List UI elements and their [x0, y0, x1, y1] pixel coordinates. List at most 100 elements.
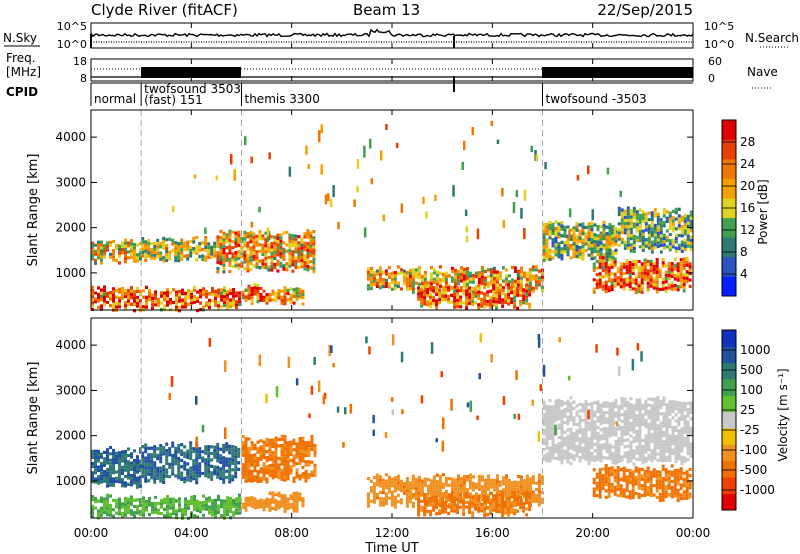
scatter-cell [656, 405, 660, 409]
scatter-cell [141, 254, 145, 258]
scatter-cell [513, 508, 517, 512]
scatter-cell [130, 455, 133, 459]
scatter-cell [121, 296, 124, 300]
scatter-cell [474, 507, 478, 511]
scatter-cell [671, 403, 675, 407]
scatter-cell [649, 275, 653, 279]
scatter-cell [309, 266, 313, 270]
scatter-cell [106, 461, 109, 465]
scatter-cell [689, 248, 693, 252]
scatter-cell [572, 441, 576, 445]
scatter-cell [656, 399, 660, 403]
scatter-cell [187, 292, 190, 296]
scatter-cell [139, 241, 142, 245]
scatter-cell [291, 256, 295, 260]
scatter-cell [632, 426, 636, 431]
scatter-cell [127, 299, 130, 303]
scatter-cell [468, 495, 472, 499]
scatter-cell [587, 244, 591, 248]
scatter-cell [634, 284, 638, 288]
scatter-cell [303, 264, 307, 268]
scatter-cell [216, 446, 220, 450]
scatter-cell [435, 273, 439, 277]
scatter-cell [186, 462, 190, 466]
scatter-cell [465, 500, 469, 504]
scatter-cell [286, 291, 290, 296]
scatter-cell [611, 417, 615, 421]
scatter-cell [525, 298, 529, 302]
scatter-cell [233, 169, 236, 181]
scatter-cell [513, 487, 517, 491]
scatter-cell [653, 236, 657, 240]
scatter-cell [614, 442, 618, 446]
scatter-cell [288, 255, 292, 259]
scatter-cell [634, 262, 638, 266]
scatter-cell [204, 249, 208, 253]
scatter-cell [641, 242, 645, 246]
scatter-cell [610, 486, 614, 490]
scatter-cell [605, 420, 609, 424]
scatter-cell [271, 497, 275, 501]
scatter-cell [220, 499, 223, 503]
scatter-cell [422, 196, 425, 205]
scatter-cell [489, 268, 493, 271]
scatter-cell [613, 260, 617, 264]
scatter-cell [250, 221, 254, 228]
scatter-cell [584, 447, 588, 452]
scatter-cell [243, 240, 247, 244]
scatter-cell [519, 505, 523, 510]
scatter-cell [551, 222, 555, 226]
scatter-cell [193, 285, 196, 289]
scatter-cell [592, 477, 596, 482]
scatter-cell [652, 264, 656, 268]
scatter-cell [219, 447, 223, 451]
scatter-cell [115, 243, 118, 247]
scatter-cell [150, 472, 154, 477]
scatter-cell [193, 507, 196, 511]
scatter-cell [507, 510, 511, 514]
scatter-cell [294, 240, 298, 244]
scatter-cell [444, 476, 448, 480]
scatter-cell [534, 497, 538, 500]
scatter-cell [441, 497, 445, 501]
scatter-cell [480, 275, 484, 279]
scatter-cell [465, 299, 469, 303]
scatter-cell [130, 255, 133, 260]
scatter-cell [432, 478, 436, 482]
scatter-cell [581, 222, 585, 226]
scatter-cell [405, 287, 409, 291]
scatter-cell [686, 241, 690, 245]
scatter-cell [187, 503, 190, 507]
scatter-cell [560, 441, 564, 445]
scatter-cell [91, 498, 94, 502]
scatter-cell [679, 470, 683, 474]
scatter-cell [658, 483, 662, 487]
scatter-cell [638, 398, 642, 402]
scatter-cell [159, 450, 163, 454]
scatter-cell [211, 286, 214, 290]
scatter-cell [435, 306, 439, 310]
scatter-cell [689, 223, 693, 227]
scatter-cell [298, 492, 302, 496]
scatter-cell [253, 469, 257, 473]
scatter-cell [186, 240, 190, 244]
scatter-cell [471, 127, 474, 136]
scatter-cell [575, 235, 579, 239]
scatter-cell [124, 500, 127, 504]
scatter-cell [283, 497, 287, 501]
scatter-cell [623, 240, 627, 244]
scatter-cell [435, 505, 439, 509]
scatter-cell [605, 241, 609, 246]
scatter-cell [519, 485, 523, 489]
scatter-cell [213, 251, 217, 255]
scatter-cell [676, 495, 680, 499]
scatter-cell [557, 442, 561, 446]
scatter-cell [217, 307, 220, 311]
scatter-cell [628, 496, 632, 500]
scatter-cell [462, 506, 466, 510]
scatter-cell [417, 282, 421, 286]
scatter-cell [605, 255, 609, 259]
scatter-cell [103, 500, 106, 505]
scatter-cell [670, 464, 674, 468]
scatter-cell [608, 251, 612, 255]
